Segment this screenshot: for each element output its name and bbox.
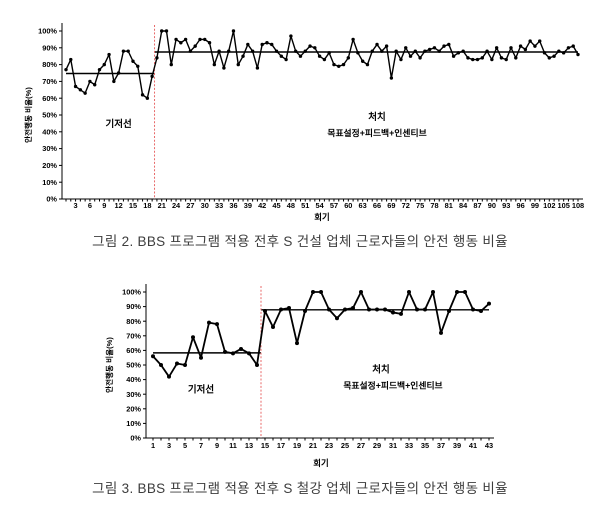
svg-text:23: 23 — [325, 441, 333, 450]
svg-text:45: 45 — [272, 201, 280, 210]
svg-text:목표설정+피드백+인센티브: 목표설정+피드백+인센티브 — [327, 127, 426, 138]
svg-text:회기: 회기 — [314, 212, 329, 222]
svg-text:90: 90 — [488, 201, 496, 210]
svg-text:51: 51 — [301, 201, 309, 210]
svg-text:90%: 90% — [42, 43, 57, 52]
svg-text:40%: 40% — [42, 127, 57, 136]
svg-text:처치: 처치 — [368, 111, 385, 123]
svg-text:27: 27 — [186, 201, 194, 210]
svg-text:27: 27 — [357, 441, 365, 450]
svg-text:102: 102 — [543, 201, 555, 210]
svg-text:3: 3 — [167, 441, 171, 450]
svg-text:21: 21 — [309, 441, 317, 450]
svg-text:78: 78 — [430, 201, 438, 210]
svg-text:18: 18 — [143, 201, 151, 210]
svg-text:69: 69 — [387, 201, 395, 210]
svg-text:93: 93 — [502, 201, 510, 210]
svg-text:105: 105 — [557, 201, 569, 210]
svg-text:84: 84 — [459, 201, 468, 210]
svg-text:43: 43 — [485, 441, 493, 450]
svg-text:10%: 10% — [42, 178, 57, 187]
svg-text:108: 108 — [572, 201, 584, 210]
svg-text:40%: 40% — [126, 375, 141, 384]
svg-text:33: 33 — [215, 201, 223, 210]
svg-text:24: 24 — [172, 201, 181, 210]
svg-text:42: 42 — [258, 201, 266, 210]
svg-text:75: 75 — [416, 201, 424, 210]
svg-text:60: 60 — [344, 201, 352, 210]
svg-text:96: 96 — [516, 201, 524, 210]
svg-text:30%: 30% — [42, 144, 57, 153]
svg-text:21: 21 — [158, 201, 166, 210]
svg-text:5: 5 — [183, 441, 187, 450]
figure-3-caption: 그림 3. BBS 프로그램 적용 전후 S 철강 업체 근로자들의 안전 행동… — [92, 481, 508, 496]
svg-text:기저선: 기저선 — [106, 118, 132, 130]
svg-text:80%: 80% — [42, 60, 57, 69]
svg-text:30: 30 — [201, 201, 209, 210]
svg-text:기저선: 기저선 — [188, 384, 214, 396]
svg-text:90%: 90% — [126, 302, 141, 311]
svg-text:72: 72 — [402, 201, 410, 210]
figure-2-caption: 그림 2. BBS 프로그램 적용 전후 S 건설 업체 근로자들의 안전 행동… — [92, 234, 508, 249]
svg-text:80%: 80% — [126, 317, 141, 326]
svg-text:63: 63 — [359, 201, 367, 210]
svg-text:0%: 0% — [46, 195, 57, 204]
svg-text:70%: 70% — [126, 331, 141, 340]
svg-text:9: 9 — [215, 441, 219, 450]
svg-text:3: 3 — [74, 201, 78, 210]
svg-text:9: 9 — [102, 201, 106, 210]
svg-text:처치: 처치 — [372, 363, 389, 375]
svg-text:100%: 100% — [122, 288, 141, 297]
svg-text:39: 39 — [453, 441, 461, 450]
svg-text:48: 48 — [287, 201, 295, 210]
svg-text:15: 15 — [261, 441, 269, 450]
svg-text:60%: 60% — [42, 94, 57, 103]
svg-text:35: 35 — [421, 441, 429, 450]
svg-text:50%: 50% — [42, 111, 57, 120]
svg-text:41: 41 — [469, 441, 477, 450]
svg-text:안전행동 비율(%): 안전행동 비율(%) — [23, 87, 33, 143]
svg-text:33: 33 — [405, 441, 413, 450]
svg-text:11: 11 — [229, 441, 237, 450]
svg-text:100%: 100% — [38, 27, 57, 36]
svg-text:60%: 60% — [126, 346, 141, 355]
svg-text:안전행동 비율(%): 안전행동 비율(%) — [104, 337, 114, 393]
svg-text:66: 66 — [373, 201, 381, 210]
svg-text:회기: 회기 — [313, 458, 328, 468]
svg-text:20%: 20% — [126, 404, 141, 413]
safety-behavior-chart-construction: 0%10%20%30%40%50%60%70%80%90%100%3 6 9 12 15… — [23, 23, 584, 222]
svg-text:99: 99 — [531, 201, 539, 210]
svg-text:12: 12 — [115, 201, 123, 210]
svg-text:31: 31 — [389, 441, 397, 450]
svg-text:36: 36 — [229, 201, 237, 210]
svg-text:25: 25 — [341, 441, 349, 450]
svg-text:19: 19 — [293, 441, 301, 450]
svg-text:30%: 30% — [126, 390, 141, 399]
svg-text:7: 7 — [199, 441, 203, 450]
svg-text:1: 1 — [151, 441, 155, 450]
svg-text:50%: 50% — [126, 361, 141, 370]
svg-text:10%: 10% — [126, 419, 141, 428]
svg-text:87: 87 — [473, 201, 481, 210]
svg-text:81: 81 — [445, 201, 453, 210]
svg-text:37: 37 — [437, 441, 445, 450]
svg-text:29: 29 — [373, 441, 381, 450]
svg-text:목표설정+피드백+인센티브: 목표설정+피드백+인센티브 — [343, 379, 442, 390]
safety-behavior-chart-steel: 0%10%20%30%40%50%60%70%80%90%100%1 3 5 7 9 11… — [104, 284, 494, 468]
svg-text:20%: 20% — [42, 161, 57, 170]
svg-text:15: 15 — [129, 201, 137, 210]
svg-text:57: 57 — [330, 201, 338, 210]
svg-text:54: 54 — [315, 201, 324, 210]
svg-text:17: 17 — [277, 441, 285, 450]
svg-text:39: 39 — [244, 201, 252, 210]
svg-text:0%: 0% — [130, 434, 141, 443]
svg-text:6: 6 — [88, 201, 92, 210]
svg-text:70%: 70% — [42, 77, 57, 86]
svg-text:13: 13 — [245, 441, 253, 450]
